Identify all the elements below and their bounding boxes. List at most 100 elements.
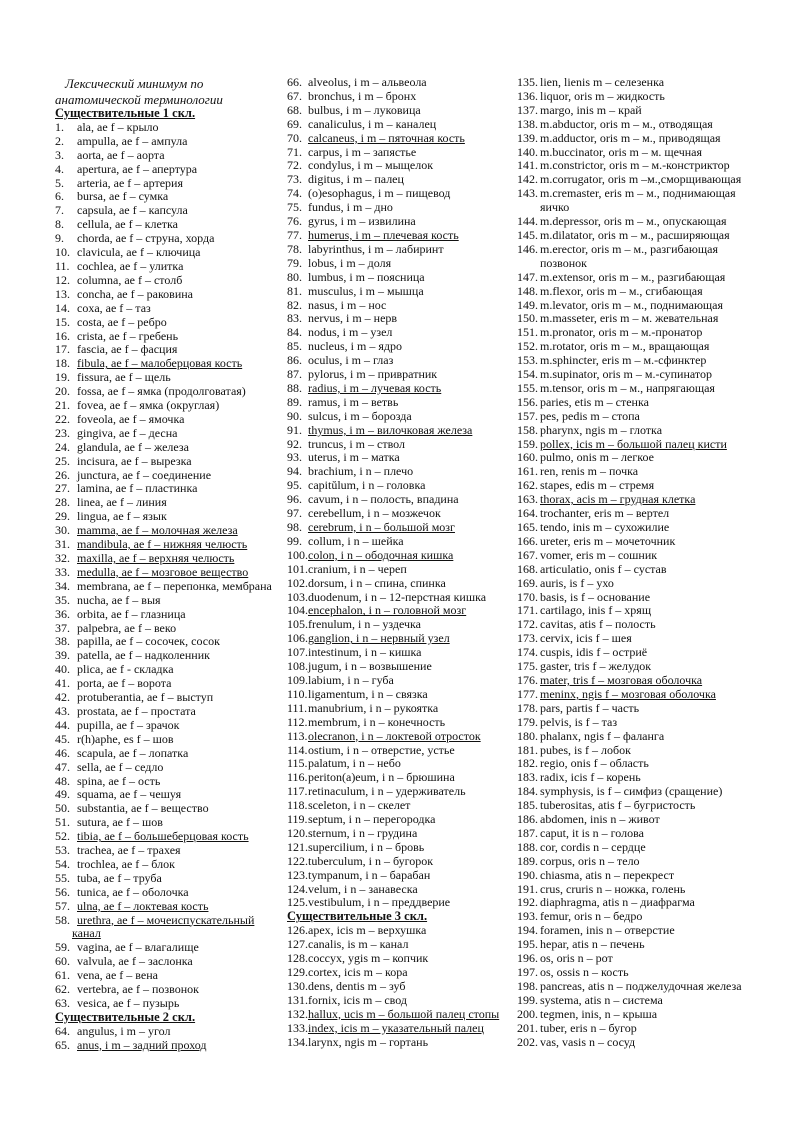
term-text-block: trachea, ae f – трахея bbox=[77, 843, 181, 858]
term-text: nervus, i m – нерв bbox=[308, 311, 398, 326]
term-number: 198. bbox=[517, 978, 538, 993]
term-text: coxa, ae f – таз bbox=[77, 300, 151, 315]
term-item: 151. m.pronator, oris m – м.-пронатор bbox=[517, 325, 767, 340]
term-number: 141. bbox=[517, 158, 538, 173]
term-text-block: pylorus, i m – привратник bbox=[308, 367, 437, 382]
term-item: 59. vagina, ae f – влагалище bbox=[55, 940, 283, 955]
term-text: m.abductor, oris m – м., отводящая bbox=[540, 116, 713, 131]
term-text-block: symphysis, is f – симфиз (сращение) bbox=[540, 784, 722, 799]
term-number: 8. bbox=[55, 217, 64, 232]
term-text: tympanum, i n – барабан bbox=[308, 867, 431, 882]
term-number: 132. bbox=[287, 1006, 308, 1021]
term-number: 78. bbox=[287, 241, 302, 256]
term-text-block: lobus, i m – доля bbox=[308, 256, 391, 271]
term-text: pancreas, atis n – поджелудочная железа bbox=[540, 978, 742, 993]
term-text-block: labyrinthus, i m – лабиринт bbox=[308, 242, 444, 257]
term-item: 93. uterus, i m – матка bbox=[287, 451, 515, 465]
term-item: 186. abdomen, inis n – живот bbox=[517, 812, 767, 827]
term-item: 94. brachium, i n – плечо bbox=[287, 464, 515, 479]
term-text-block: spina, ae f – ость bbox=[77, 774, 160, 789]
term-number: 106. bbox=[287, 631, 308, 646]
term-text: collum, i n – шейка bbox=[308, 533, 404, 548]
term-text-block: canaliculus, i m – каналец bbox=[308, 117, 436, 132]
term-number: 13. bbox=[55, 286, 70, 301]
term-text-block: protuberantia, ae f – выступ bbox=[77, 690, 213, 705]
term-text-block: fibula, ae f – малоберцовая кость bbox=[77, 356, 242, 371]
term-text-block: angulus, i m – угол bbox=[77, 1024, 170, 1039]
term-text-block: cerebrum, i n – большой мозг bbox=[308, 520, 455, 535]
term-text-block: fundus, i m – дно bbox=[308, 200, 393, 215]
term-number: 153. bbox=[517, 353, 538, 368]
term-number: 201. bbox=[517, 1020, 538, 1035]
term-number: 45. bbox=[55, 731, 70, 746]
term-text: manubrium, i n – рукоятка bbox=[308, 700, 439, 715]
term-number: 144. bbox=[517, 214, 538, 229]
term-item: 73. digitus, i m – палец bbox=[287, 172, 515, 187]
term-number: 126. bbox=[287, 923, 308, 938]
term-text: m.corrugator, oris m –м.,сморщивающая bbox=[540, 172, 742, 187]
term-item: 122. tuberculum, i n – бугорок bbox=[287, 854, 515, 869]
term-number: 107. bbox=[287, 645, 308, 660]
term-text-block: m.flexor, oris m – м., сгибающая bbox=[540, 284, 703, 299]
term-text-block: mamma, ae f – молочная железа bbox=[77, 523, 238, 538]
term-item: 133. index, icis m – указательный палец bbox=[287, 1021, 515, 1036]
term-text: arteria, ae f – артерия bbox=[77, 175, 183, 190]
term-number: 185. bbox=[517, 798, 538, 813]
term-number: 159. bbox=[517, 436, 538, 451]
term-text-block: m.pronator, oris m – м.-пронатор bbox=[540, 325, 702, 340]
term-text-block: sutura, ae f – шов bbox=[77, 815, 163, 830]
term-number: 112. bbox=[287, 714, 308, 729]
term-number: 135. bbox=[517, 75, 538, 89]
term-number: 186. bbox=[517, 812, 538, 827]
term-text: condylus, i m – мыщелок bbox=[308, 158, 434, 173]
term-number: 98. bbox=[287, 520, 302, 534]
term-text: carpus, i m – запястье bbox=[308, 144, 417, 159]
term-text-block: chorda, ae f – струна, хорда bbox=[77, 231, 214, 246]
term-item: 150. m.masseter, eris m – м. жевательная bbox=[517, 311, 767, 326]
term-text: intestinum, i n – кишка bbox=[308, 645, 422, 660]
term-number: 22. bbox=[55, 411, 70, 426]
term-item: 77. humerus, i m – плечевая кость bbox=[287, 228, 515, 243]
term-text-block: sternum, i n – грудина bbox=[308, 826, 417, 841]
term-text: ganglion, i n – нервный узел bbox=[308, 631, 450, 646]
term-number: 117. bbox=[287, 784, 308, 799]
term-item: 4. apertura, ae f – апертура bbox=[55, 162, 283, 177]
term-text-block: ala, ae f – крыло bbox=[77, 120, 159, 135]
term-text-block: scapula, ae f – лопатка bbox=[77, 746, 188, 761]
term-text-block: vestibulum, i n – преддверие bbox=[308, 896, 450, 910]
term-text-block: membrum, i n – конечность bbox=[308, 714, 446, 730]
term-number: 113. bbox=[287, 728, 308, 743]
term-text-block: paries, etis m – стенка bbox=[540, 395, 649, 410]
term-text: sceleton, i n – скелет bbox=[308, 798, 411, 813]
term-item: 126. apex, icis m – верхушка bbox=[287, 923, 515, 938]
term-text-block: regio, onis f – область bbox=[540, 756, 649, 771]
term-number: 161. bbox=[517, 464, 538, 479]
term-item: 185. tuberositas, atis f – бугристость bbox=[517, 798, 767, 813]
term-number: 197. bbox=[517, 965, 538, 979]
term-text-block: pharynx, ngis m – глотка bbox=[540, 423, 662, 438]
term-text: membrum, i n – конечность bbox=[308, 714, 446, 729]
term-text-block: m.masseter, eris m – м. жевательная bbox=[540, 311, 718, 326]
term-item: 9. chorda, ae f – струна, хорда bbox=[55, 231, 283, 246]
term-text: nodus, i m – узел bbox=[308, 325, 393, 340]
term-text: trachea, ae f – трахея bbox=[77, 843, 181, 858]
term-item: 65. anus, i m – задний проход bbox=[55, 1038, 283, 1053]
term-item: 22. foveola, ae f – ямочка bbox=[55, 411, 283, 427]
term-text: m.tensor, oris m – м., напрягающая bbox=[540, 380, 715, 395]
term-number: 104. bbox=[287, 603, 308, 618]
term-text: substantia, ae f – вещество bbox=[77, 801, 209, 816]
term-text: concha, ae f – раковина bbox=[77, 286, 194, 301]
term-number: 49. bbox=[55, 787, 70, 802]
term-text: tuberositas, atis f – бугристость bbox=[540, 798, 696, 813]
term-text: sutura, ae f – шов bbox=[77, 815, 163, 830]
term-number: 88. bbox=[287, 380, 302, 395]
term-number: 89. bbox=[287, 394, 302, 409]
term-text: caput, it is n – голова bbox=[540, 825, 644, 840]
term-text-block: stapes, edis m – стремя bbox=[540, 478, 654, 493]
term-text: pars, partis f – часть bbox=[540, 700, 640, 715]
term-text-block: tibia, ae f – большеберцовая кость bbox=[77, 829, 249, 844]
term-text: incisura, ae f – вырезка bbox=[77, 453, 192, 468]
term-number: 6. bbox=[55, 189, 64, 204]
term-text: corpus, oris n – тело bbox=[540, 853, 640, 868]
term-text-block: pelvis, is f – таз bbox=[540, 715, 617, 730]
